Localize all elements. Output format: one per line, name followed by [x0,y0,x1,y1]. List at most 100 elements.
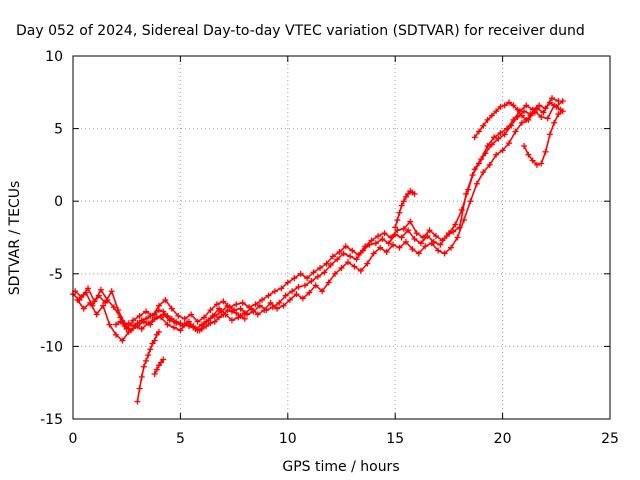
data-point [327,262,334,269]
data-point [538,113,545,120]
data-point [293,291,300,298]
data-point [433,233,440,240]
data-point [274,305,281,312]
data-point [304,275,311,282]
data-point [112,331,119,338]
data-point [396,209,403,216]
data-point [173,318,180,325]
data-point [125,320,132,327]
series-line [74,97,559,330]
data-point [162,296,169,303]
data-point [136,312,143,319]
data-point [177,320,184,327]
data-point [497,129,504,136]
data-point [497,103,504,110]
data-point [164,312,171,319]
data-point [145,352,152,359]
series-track-5 [134,328,162,405]
x-tick-label: 20 [494,431,512,447]
data-point [93,311,100,318]
data-point [396,244,403,251]
data-point [458,206,465,213]
data-point [181,315,188,322]
data-point [514,106,521,113]
x-axis-label: GPS time / hours [282,459,399,475]
data-point [254,311,261,318]
data-point [284,279,291,286]
x-tick-labels: 0 5 10 15 20 25 [69,431,619,447]
data-point [372,240,379,247]
data-point [542,148,549,155]
data-point [402,238,409,245]
data-point [321,269,328,276]
data-point [100,302,107,309]
data-point [201,314,208,321]
data-point [301,282,308,289]
series-track-9 [521,108,566,168]
data-point [426,227,433,234]
data-point [503,125,510,132]
y-tick-label: 10 [45,49,63,65]
data-point [276,299,283,306]
data-point [435,247,442,254]
data-point [357,267,364,274]
data-point [220,298,227,305]
series-line [136,331,160,402]
data-point [544,115,551,122]
data-point [228,317,235,324]
series-track-1 [70,98,566,334]
data-point [493,108,500,115]
data-point [175,312,182,319]
data-point [306,289,313,296]
data-point [344,259,351,266]
data-point [398,234,405,241]
data-point [158,314,165,321]
data-point [407,218,414,225]
data-point [117,318,124,325]
series-track-4 [112,307,248,334]
data-point [170,324,177,331]
data-point [420,234,427,241]
data-point [213,301,220,308]
data-point [484,143,491,150]
y-axis-label: SDTVAR / TECUs [7,181,23,296]
data-point [349,247,356,254]
y-tick-label: 5 [54,122,63,138]
data-point [112,321,119,328]
series-track-2 [74,102,564,344]
data-point [473,180,480,187]
series-line [523,110,564,166]
plot-frame [72,55,611,420]
plot-data [70,95,566,405]
data-point [488,112,495,119]
data-point [216,314,223,321]
data-point [454,234,461,241]
data-point [241,315,248,322]
data-point [220,311,227,318]
data-point [531,109,538,116]
data-point [104,296,111,303]
data-point [400,198,407,205]
data-point [299,295,306,302]
data-point [351,263,358,270]
data-point [480,122,487,129]
data-point [237,305,244,312]
data-point [499,147,506,154]
data-point [484,116,491,123]
data-point [280,302,287,309]
y-tick-label: -5 [49,267,63,283]
data-point [80,305,87,312]
series-track-3 [72,95,562,332]
data-point [448,244,455,251]
data-point [439,237,446,244]
data-point [291,275,298,282]
data-point [185,323,192,330]
data-point [130,323,137,330]
data-point [136,385,143,392]
data-point [308,278,315,285]
data-point [286,296,293,303]
grid-lines [73,56,610,419]
data-point [377,244,384,251]
data-point [392,224,399,231]
data-point [147,312,154,319]
